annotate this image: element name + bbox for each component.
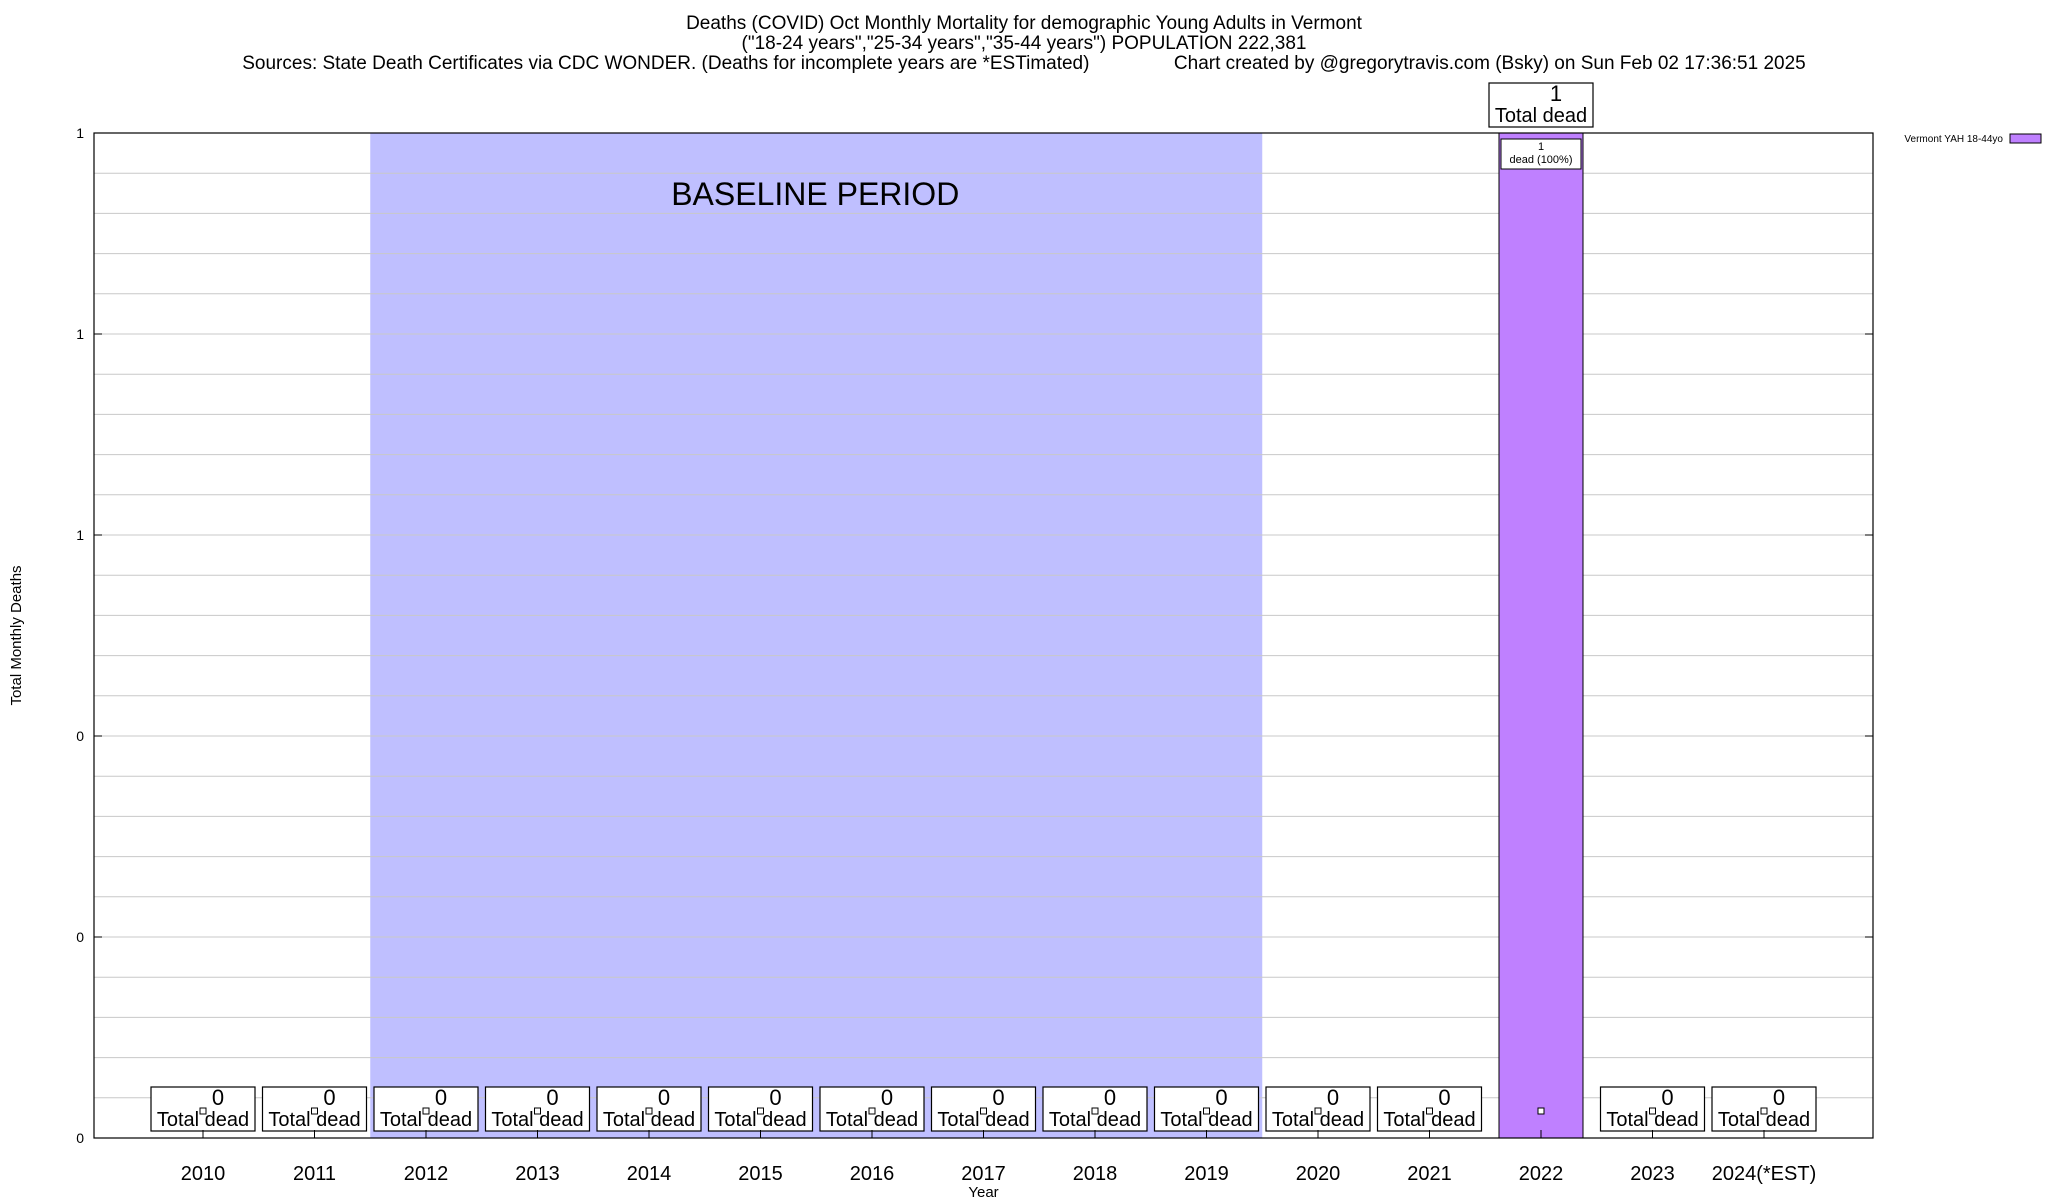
x-tick-label: 2010: [181, 1163, 226, 1185]
baseline-period-label: BASELINE PERIOD: [671, 176, 959, 212]
y-axis-label: Total Monthly Deaths: [8, 565, 25, 705]
x-zero-marker: [534, 1107, 541, 1115]
total-dead-text: Total dead: [491, 1109, 583, 1131]
x-tick-label: 2015: [738, 1163, 783, 1185]
bar-inner-label: dead (100%): [1510, 154, 1573, 166]
total-dead-value: 0: [1327, 1085, 1339, 1110]
x-zero-marker: [1760, 1107, 1768, 1115]
total-dead-value: 0: [323, 1085, 335, 1110]
total-dead-text: Total dead: [826, 1109, 918, 1131]
total-dead-value: 0: [1215, 1085, 1227, 1110]
total-dead-text: Total dead: [937, 1109, 1029, 1131]
total-dead-value: 0: [1438, 1085, 1450, 1110]
x-tick-label: 2019: [1184, 1163, 1229, 1185]
x-zero-marker: [868, 1107, 876, 1115]
total-dead-value: 0: [1773, 1085, 1785, 1110]
total-dead-value: 0: [435, 1085, 447, 1110]
x-tick-label: 2014: [627, 1163, 672, 1185]
total-dead-value: 0: [658, 1085, 670, 1110]
total-dead-text: Total dead: [1495, 105, 1587, 127]
total-dead-text: Total dead: [1272, 1109, 1364, 1131]
total-dead-value: 0: [1104, 1085, 1116, 1110]
x-axis-ticks: 2010 2011 2012 2013 2014 2015 2016 2017 2018 2019…: [181, 1107, 1817, 1185]
bar-inner-label: 1: [1538, 141, 1544, 153]
x-tick-label: 2017: [961, 1163, 1006, 1185]
bar-2022: [1498, 132, 1584, 1139]
legend-swatch: [2009, 133, 2042, 144]
legend-label: Vermont YAH 18-44yo: [1904, 134, 2003, 145]
x-zero-marker: [1649, 1107, 1656, 1115]
x-tick-label: 2023: [1630, 1163, 1675, 1185]
x-tick-label: 2013: [515, 1163, 560, 1185]
x-zero-marker: [645, 1107, 653, 1115]
total-dead-text: Total dead: [1606, 1109, 1698, 1131]
total-dead-box-2022: [1488, 82, 1594, 128]
x-zero-marker: [311, 1107, 318, 1115]
y-tick-label: 1: [76, 125, 84, 141]
y-tick-label: 0: [76, 728, 84, 744]
x-tick-label: 2022: [1519, 1163, 1564, 1185]
total-dead-text: Total dead: [268, 1109, 360, 1131]
x-tick-label: 2020: [1296, 1163, 1341, 1185]
total-dead-value: 0: [881, 1085, 893, 1110]
chart-title: Deaths (COVID) Oct Monthly Mortality for…: [686, 13, 1362, 34]
x-zero-marker: [1426, 1107, 1433, 1115]
total-dead-value: 0: [1661, 1085, 1673, 1110]
total-dead-value: 0: [769, 1085, 781, 1110]
x-axis-label: Year: [968, 1184, 998, 1200]
total-dead-text: Total dead: [380, 1109, 472, 1131]
total-dead-text: Total dead: [157, 1109, 249, 1131]
total-dead-value: 0: [546, 1085, 558, 1110]
total-dead-value: 1: [1550, 81, 1562, 106]
x-zero-marker: [1203, 1107, 1210, 1115]
y-tick-label: 0: [76, 1130, 84, 1146]
y-axis-ticks: 0 0 0 1 1 1: [76, 125, 1873, 1146]
total-dead-text: Total dead: [1383, 1109, 1475, 1131]
x-zero-marker: [422, 1107, 430, 1115]
total-dead-text: Total dead: [714, 1109, 806, 1131]
x-tick-label: 2021: [1407, 1163, 1452, 1185]
x-zero-marker: [1091, 1107, 1099, 1115]
x-tick-label: 2011: [293, 1163, 336, 1185]
x-zero-marker: [1314, 1107, 1322, 1115]
total-dead-text: Total dead: [1718, 1109, 1810, 1131]
total-dead-value: 0: [212, 1085, 224, 1110]
legend: Vermont YAH 18-44yo: [1904, 133, 2042, 145]
x-tick-label: 2018: [1073, 1163, 1118, 1185]
x-zero-marker: [757, 1107, 764, 1115]
x-tick-label: 2012: [404, 1163, 449, 1185]
x-tick-label: 2016: [850, 1163, 895, 1185]
y-tick-label: 1: [76, 326, 84, 342]
x-zero-marker: [980, 1107, 987, 1115]
x-zero-marker: [1537, 1107, 1545, 1115]
chart-subtitle: ("18-24 years","25-34 years","35-44 year…: [741, 33, 1307, 54]
chart-sources-credit: Sources: State Death Certificates via CD…: [242, 53, 1806, 74]
x-zero-marker: [199, 1107, 207, 1115]
bar-inner-label-box: [1500, 138, 1582, 170]
total-dead-text: Total dead: [1049, 1109, 1141, 1131]
total-dead-box-2023: [1599, 1086, 1706, 1132]
y-tick-label: 1: [76, 527, 84, 543]
total-dead-text: Total dead: [1160, 1109, 1252, 1131]
x-tick-label: 2024(*EST): [1712, 1163, 1817, 1185]
total-dead-value: 0: [992, 1085, 1004, 1110]
baseline-period-band: [370, 133, 1263, 1138]
total-dead-text: Total dead: [603, 1109, 695, 1131]
y-tick-label: 0: [76, 929, 84, 945]
